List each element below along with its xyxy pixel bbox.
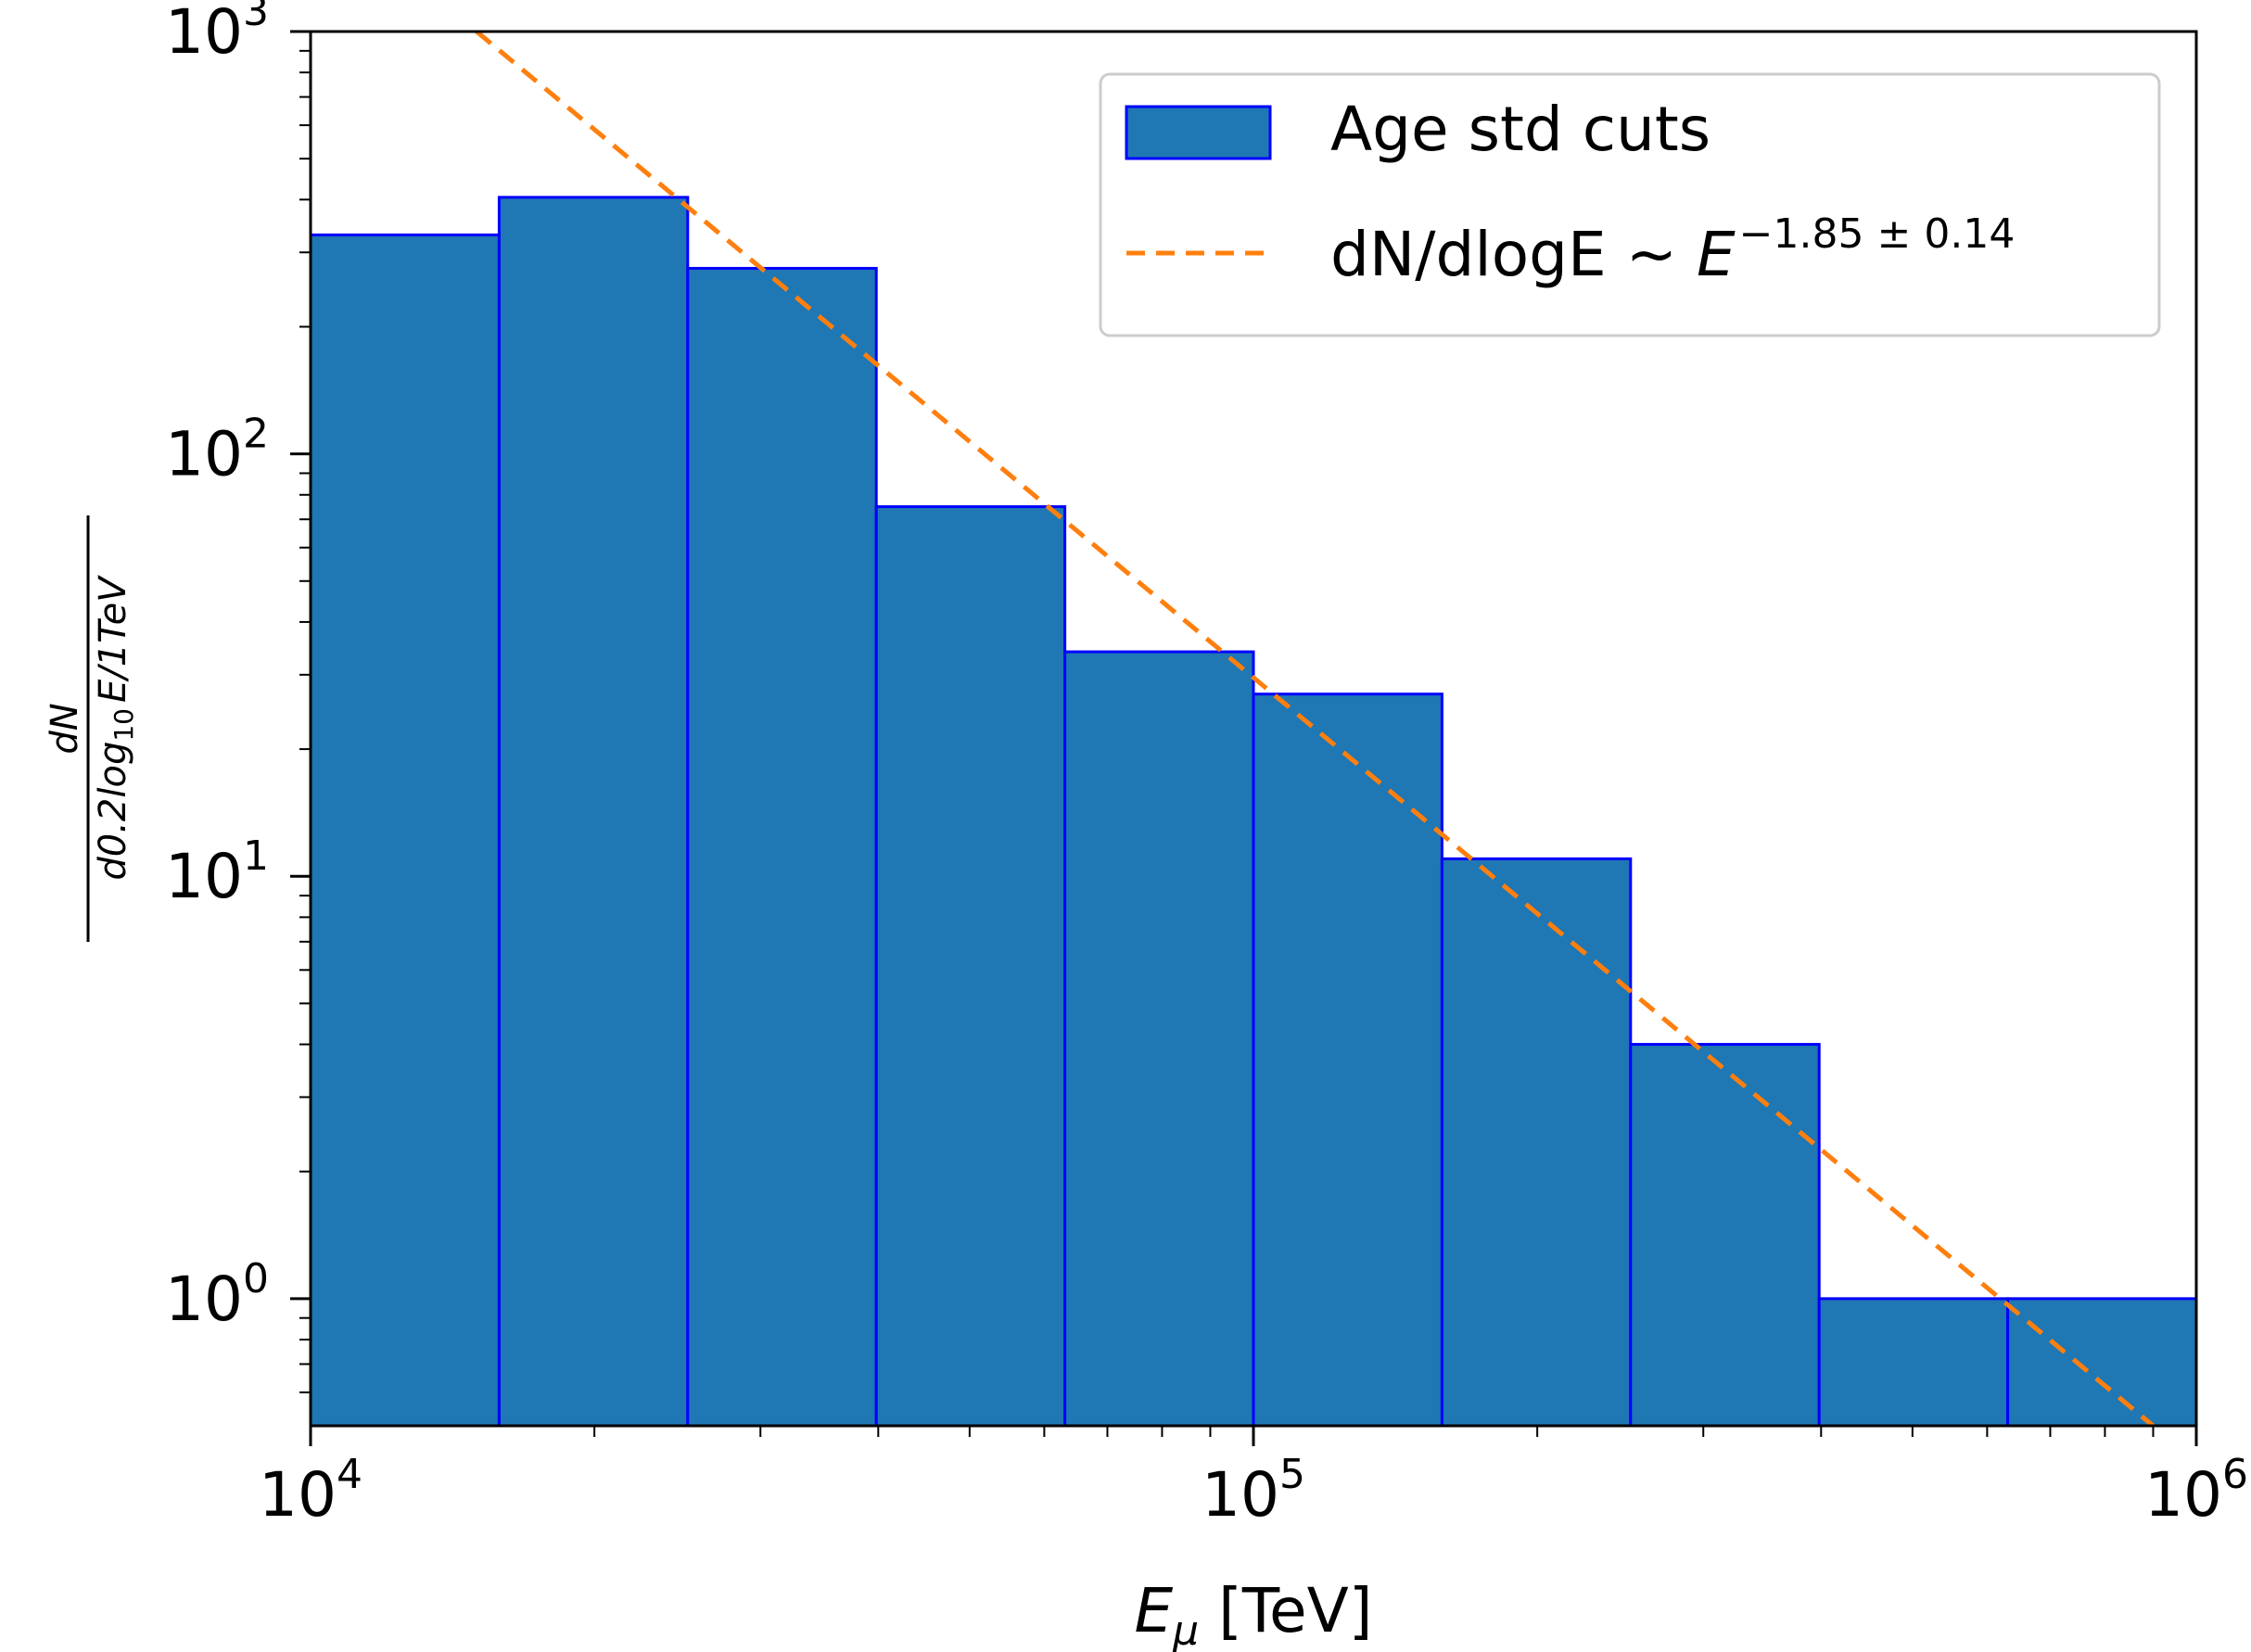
histogram-bar — [1252, 693, 1443, 1426]
y-tick-label: 103 — [165, 0, 269, 68]
legend-frame — [1099, 72, 2161, 337]
y-axis-label-numerator: dN — [44, 703, 86, 754]
histogram-bar — [686, 266, 878, 1426]
histogram-bar — [1629, 1043, 1821, 1426]
legend-swatch-histogram — [1125, 105, 1272, 160]
legend-label-fit-line: dN/dlogE ~ E−1.85 ± 0.14 — [1330, 210, 2015, 290]
histogram-bar — [874, 505, 1067, 1426]
fit-line — [475, 32, 2156, 1426]
histogram-bar — [1440, 857, 1633, 1426]
histogram-bar — [1063, 650, 1255, 1426]
histogram-bar — [1817, 1297, 2010, 1426]
x-axis-ticks: 104 105 106 — [259, 1426, 2248, 1531]
y-tick-label: 101 — [165, 832, 269, 912]
x-axis-label: Eμ [TeV] — [1134, 1575, 1372, 1652]
y-tick-label: 102 — [165, 411, 269, 490]
legend-label-histogram: Age std cuts — [1330, 94, 1711, 165]
x-tick-label: 104 — [259, 1451, 362, 1531]
histogram-bar — [2006, 1297, 2196, 1426]
x-tick-label: 106 — [2144, 1451, 2248, 1531]
y-axis-label-denominator: d0.2log10E/1TeV — [92, 575, 139, 881]
x-tick-label: 105 — [1202, 1451, 1305, 1531]
y-axis-ticks: 100 101 102 103 — [165, 0, 311, 1393]
legend: Age std cuts dN/dlogE ~ E−1.85 ± 0.14 — [1099, 72, 2161, 337]
y-axis-label: dN d0.2log10E/1TeV — [44, 515, 139, 942]
fit-line-group — [475, 32, 2156, 1426]
histogram-bar — [497, 196, 690, 1426]
histogram-bar — [311, 233, 501, 1426]
histogram-bars — [311, 196, 2196, 1426]
y-tick-label: 100 — [165, 1255, 269, 1335]
